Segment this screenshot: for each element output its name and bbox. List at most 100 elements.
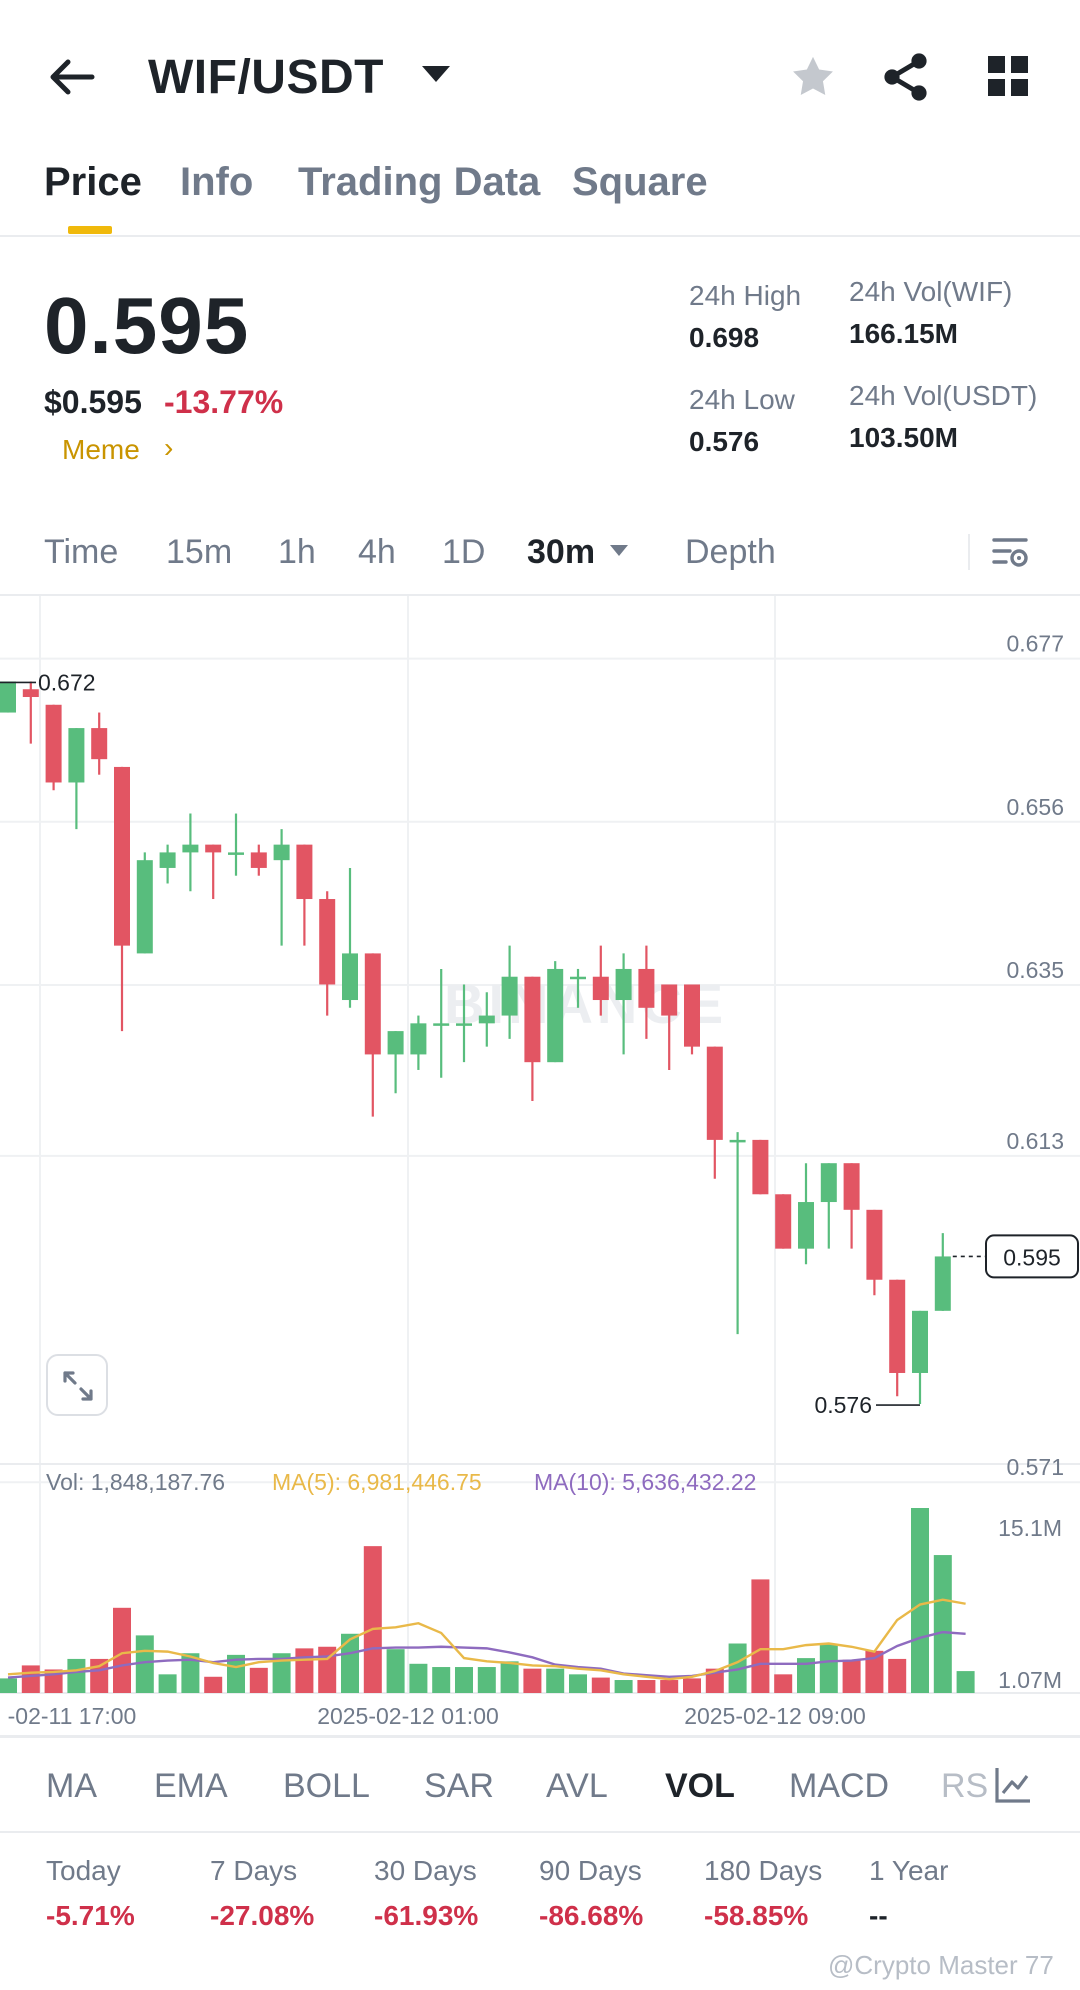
candle-body [524, 976, 541, 1063]
time-axis: -02-11 17:00 2025-02-12 01:00 2025-02-12 0… [8, 1703, 866, 1729]
candle-body [501, 976, 518, 1016]
low-label: 24h Low [689, 384, 795, 415]
candle-body [752, 1139, 769, 1195]
tab-price[interactable]: Price [44, 160, 142, 204]
indicator-rsi[interactable]: RS [941, 1767, 989, 1805]
price-markers: 0.672 0.576 0.595 [0, 669, 1079, 1418]
expand-chart-button[interactable] [46, 1354, 108, 1416]
ma5-line [7, 1598, 966, 1681]
top-bar: WIF/USDT [0, 0, 1080, 150]
interval-separator [968, 534, 970, 570]
indicator-settings-icon[interactable] [994, 1766, 1032, 1804]
caret-down-icon[interactable] [422, 66, 450, 82]
interval-depth[interactable]: Depth [685, 533, 776, 571]
perf-value-7d: -27.08% [210, 1900, 315, 1931]
volume-bar [911, 1508, 929, 1693]
candle-body [615, 968, 632, 1001]
indicator-boll[interactable]: BOLL [283, 1767, 370, 1805]
time-tick-label: 2025-02-12 01:00 [317, 1703, 499, 1729]
candle-body [684, 984, 700, 1047]
perf-label-180d: 180 Days [704, 1855, 823, 1886]
volume-bar [21, 1665, 40, 1693]
indicator-ema[interactable]: EMA [154, 1767, 228, 1805]
candle-body [364, 953, 381, 1055]
back-arrow-icon[interactable] [46, 52, 96, 102]
indicator-sar[interactable]: SAR [424, 1767, 494, 1805]
interval-1d[interactable]: 1D [442, 533, 486, 571]
volume-bar [67, 1658, 86, 1693]
volume-bar [546, 1668, 565, 1693]
interval-4h[interactable]: 4h [358, 533, 396, 571]
price-tick-label: 0.635 [1006, 957, 1064, 983]
grid-icon[interactable] [988, 56, 1028, 96]
candle-body [547, 968, 564, 1063]
indicator-vol[interactable]: VOL [665, 1767, 735, 1805]
price-tick-label: 0.613 [1006, 1128, 1064, 1154]
candle-body [22, 689, 39, 698]
volume-bar [705, 1668, 724, 1693]
candle-body [820, 1163, 837, 1203]
candle-body [342, 953, 358, 1001]
perf-value-90d: -86.68% [539, 1900, 644, 1931]
star-icon[interactable] [790, 54, 836, 100]
candle-body [91, 728, 108, 760]
interval-caret-icon[interactable] [610, 545, 628, 556]
volume-bar [363, 1546, 382, 1693]
candle-body [296, 844, 313, 900]
share-icon[interactable] [882, 52, 930, 102]
volume-bar [227, 1654, 245, 1693]
candle-body [729, 1139, 746, 1143]
candle-body [205, 844, 222, 853]
interval-1h[interactable]: 1h [278, 533, 316, 571]
perf-value-today: -5.71% [46, 1900, 135, 1931]
interval-15m[interactable]: 15m [166, 533, 233, 571]
tab-square[interactable]: Square [572, 160, 708, 204]
candle-body [912, 1310, 928, 1373]
volume-tick-label: 15.1M [998, 1515, 1062, 1541]
volume-bar [819, 1644, 838, 1693]
candle-body [478, 1015, 495, 1024]
volume-bar [842, 1659, 861, 1693]
volume-bar [158, 1674, 177, 1693]
indicator-ma[interactable]: MA [46, 1767, 97, 1805]
tab-info[interactable]: Info [180, 160, 254, 204]
current-price-box [985, 1234, 1079, 1279]
volume-bar [477, 1667, 496, 1693]
chart-settings-icon[interactable] [992, 534, 1032, 570]
time-tick-label: 2025-02-12 09:00 [684, 1703, 866, 1729]
perf-value-30d: -61.93% [374, 1900, 479, 1931]
volume-bar [409, 1663, 428, 1693]
time-tick-label: -02-11 17:00 [8, 1703, 137, 1729]
interval-time[interactable]: Time [44, 533, 119, 571]
usd-price: $0.595 [44, 384, 142, 420]
high-marker-label: 0.672 [38, 669, 96, 695]
candle-body [0, 681, 16, 713]
interval-30m[interactable]: 30m [527, 533, 596, 571]
volume-tick-label: 1.07M [998, 1667, 1062, 1693]
candle-body [319, 899, 336, 985]
pair-title[interactable]: WIF/USDT [148, 51, 384, 104]
interval-divider [0, 594, 1080, 596]
volume-bar [774, 1674, 793, 1693]
indicator-avl[interactable]: AVL [546, 1767, 608, 1805]
candle-body [250, 852, 267, 868]
candle-body [775, 1194, 792, 1249]
low-value: 0.576 [689, 426, 760, 457]
price-tick-label: 0.677 [1006, 631, 1064, 657]
indicator-macd[interactable]: MACD [789, 1767, 890, 1805]
chevron-right-icon[interactable]: › [164, 432, 174, 463]
volume-bar [591, 1677, 610, 1693]
volume-bar [386, 1649, 405, 1693]
volume-bar [569, 1674, 587, 1693]
perf-label-90d: 90 Days [539, 1855, 642, 1886]
tab-trading-data[interactable]: Trading Data [298, 160, 541, 204]
category-tag[interactable]: Meme [62, 434, 140, 465]
vol-wif-label: 24h Vol(WIF) [849, 276, 1013, 307]
volume-bar [341, 1633, 359, 1693]
candle-body [114, 766, 130, 946]
candle-body [159, 852, 176, 868]
low-marker-label: 0.576 [814, 1392, 872, 1418]
vol-label: Vol: 1,848,187.76 [46, 1469, 225, 1495]
expand-icon [63, 1371, 93, 1401]
